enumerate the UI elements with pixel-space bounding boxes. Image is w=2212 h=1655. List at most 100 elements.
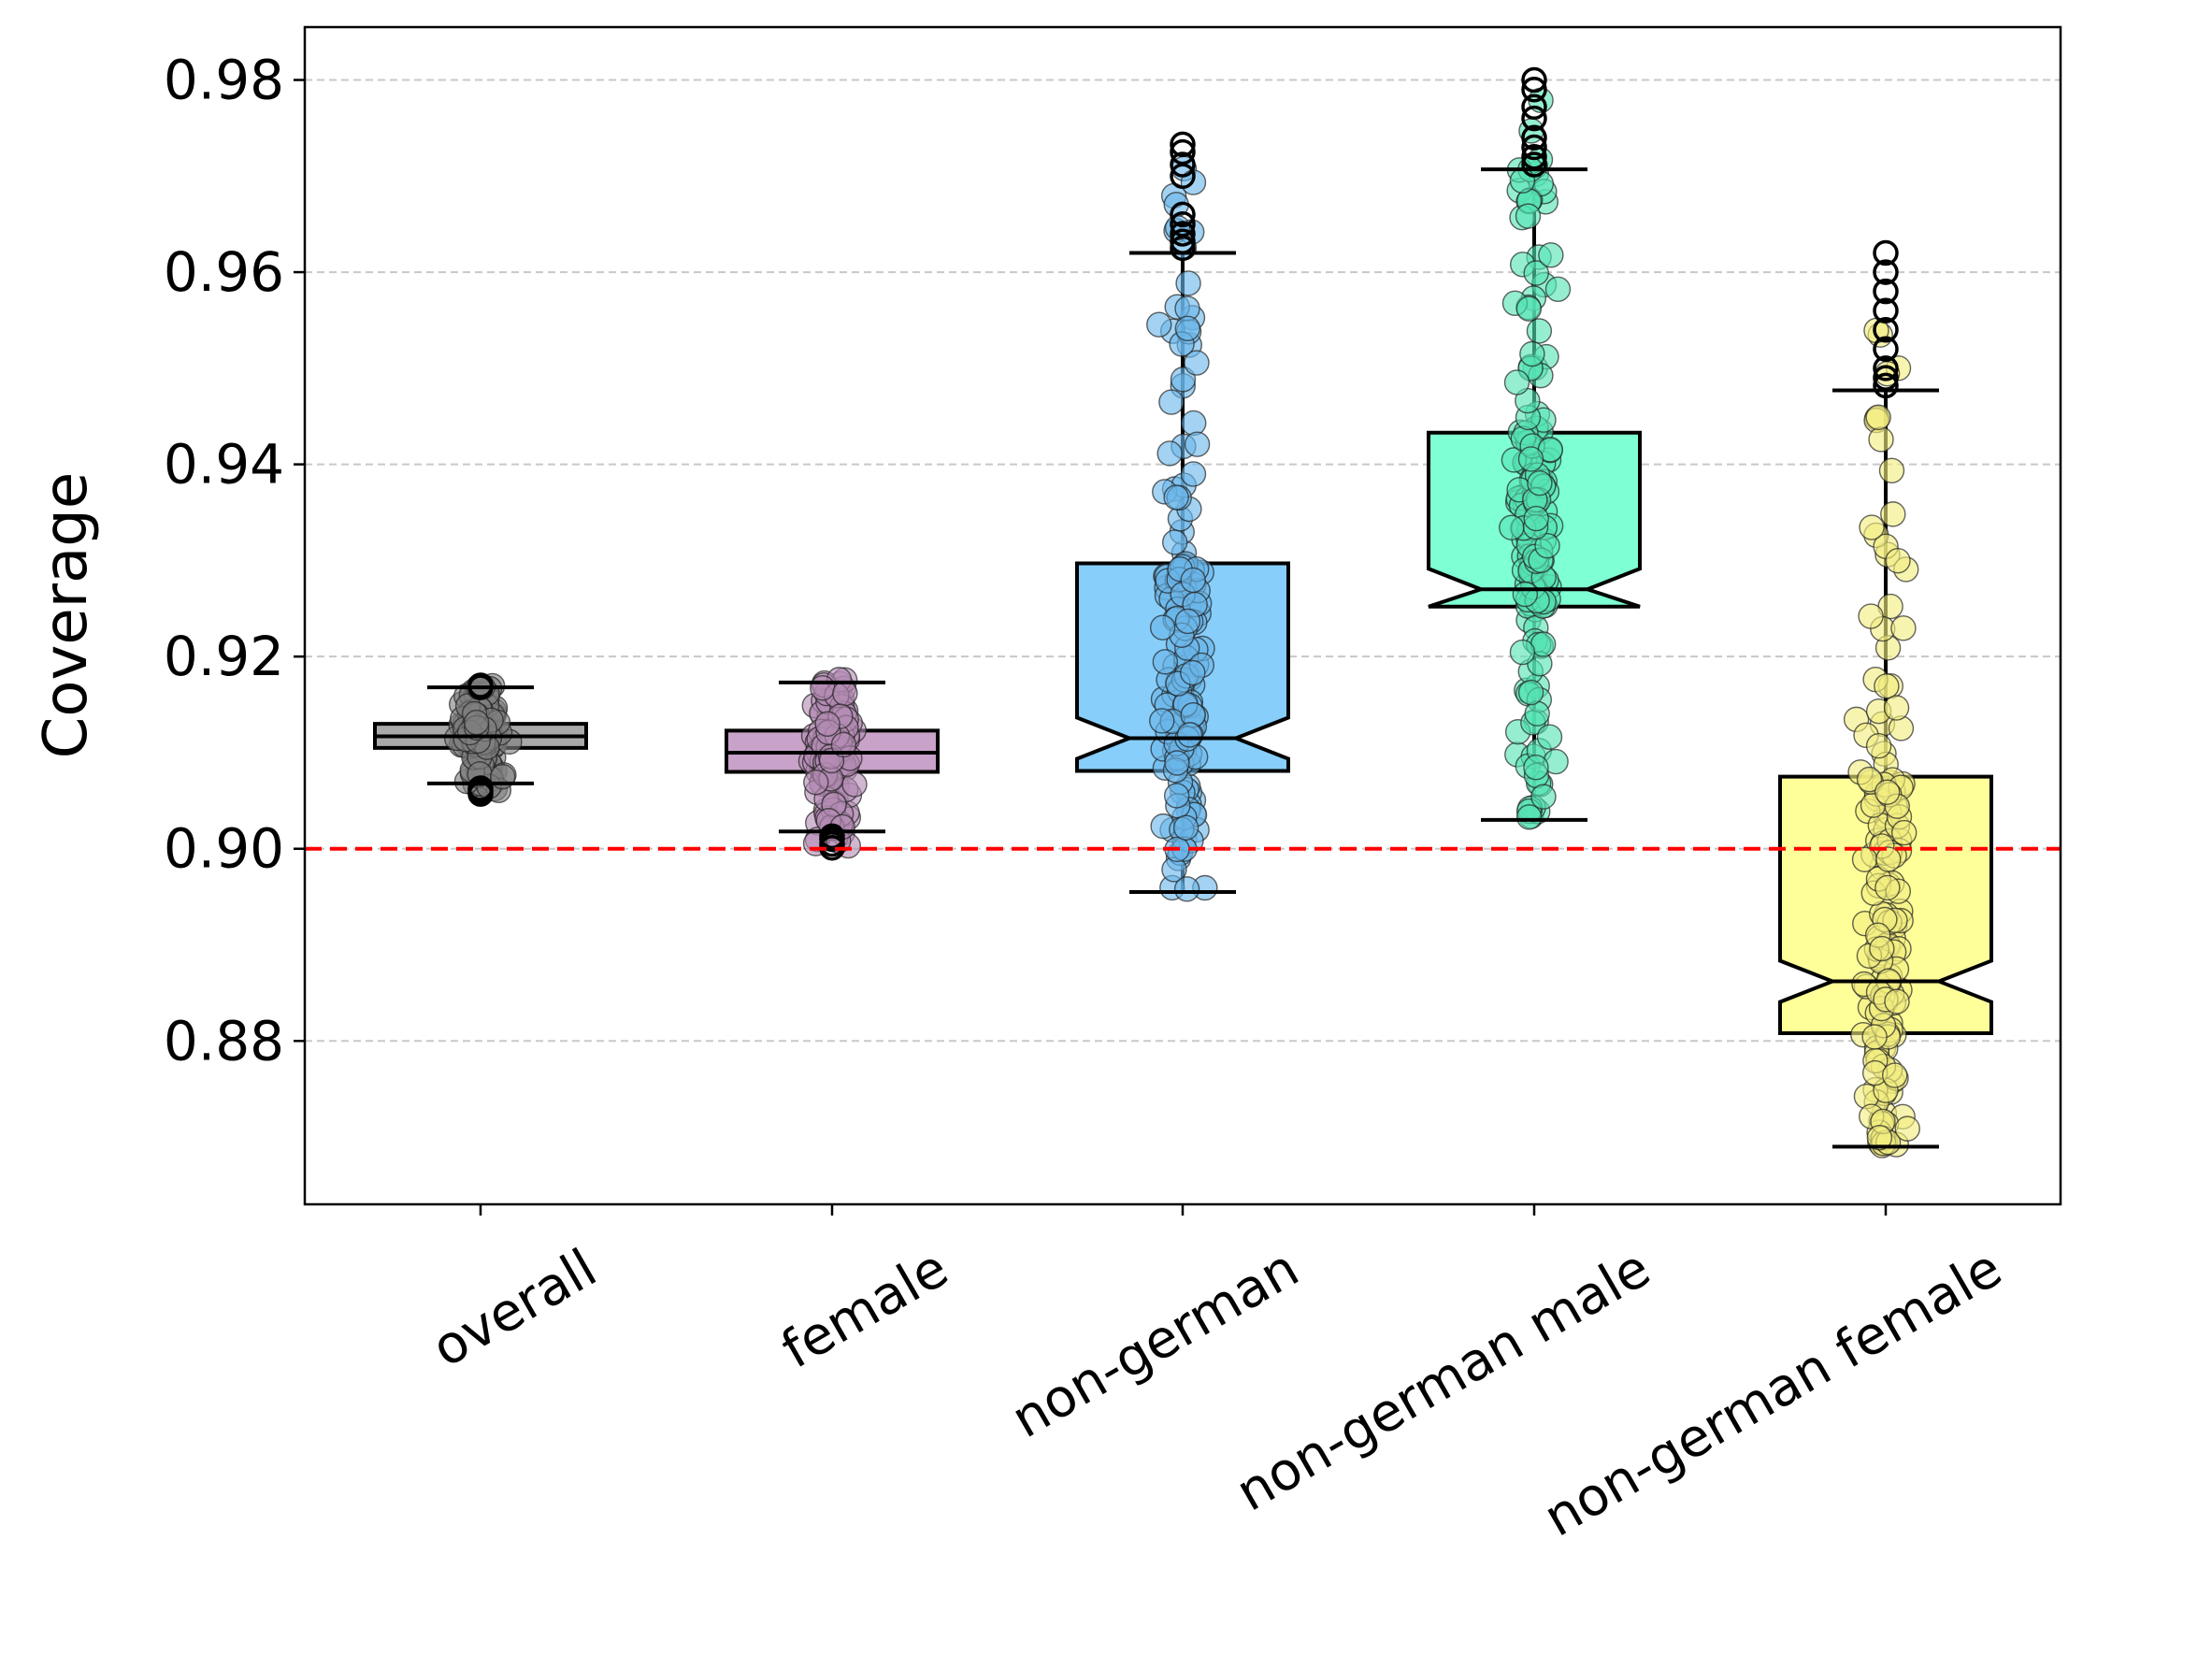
data-point — [1184, 350, 1210, 376]
outlier-marker — [1521, 66, 1547, 94]
data-point — [1170, 367, 1197, 393]
data-point — [463, 710, 490, 736]
data-point — [1180, 567, 1206, 594]
y-tick-label: 0.96 — [164, 240, 284, 304]
data-point — [1149, 708, 1175, 734]
points-group — [1146, 155, 1218, 902]
data-point — [1146, 311, 1172, 338]
data-point — [1176, 722, 1203, 748]
data-point — [1164, 750, 1190, 776]
data-point — [1856, 766, 1883, 793]
data-point — [1874, 779, 1901, 805]
data-point — [1509, 167, 1536, 194]
data-point — [1523, 260, 1549, 286]
data-point — [1890, 615, 1917, 641]
data-point — [1866, 1124, 1893, 1151]
data-point — [1509, 639, 1536, 666]
data-point — [1180, 659, 1206, 686]
data-point — [1526, 318, 1553, 344]
data-point — [1891, 819, 1918, 846]
outlier-marker — [1873, 316, 1899, 343]
data-point — [1515, 804, 1543, 830]
data-point — [830, 731, 857, 758]
data-point — [1161, 529, 1188, 555]
data-point — [1885, 547, 1911, 574]
data-point — [1515, 295, 1543, 322]
data-point — [1499, 514, 1525, 540]
data-point — [1894, 1115, 1920, 1142]
outlier-marker — [1521, 77, 1547, 103]
outlier-marker — [1873, 365, 1899, 391]
outlier-marker — [819, 823, 845, 850]
data-point — [1523, 754, 1549, 781]
box-group-female — [725, 667, 940, 861]
y-tick-label: 0.88 — [164, 1009, 284, 1072]
data-point — [1184, 431, 1211, 457]
data-point — [1544, 276, 1572, 303]
data-point — [1173, 876, 1200, 902]
data-point — [1163, 783, 1190, 809]
outlier-marker — [1873, 278, 1899, 305]
data-point — [1158, 389, 1185, 415]
data-point — [1503, 369, 1530, 396]
data-point — [1859, 514, 1885, 540]
data-point — [1517, 446, 1544, 472]
outlier-marker — [1873, 297, 1899, 324]
data-point — [803, 769, 829, 796]
outlier-marker — [1873, 372, 1899, 399]
data-point — [1152, 649, 1179, 675]
data-point — [1874, 673, 1900, 699]
data-point — [1869, 935, 1895, 962]
points-group — [1843, 317, 1920, 1158]
data-point — [1858, 603, 1884, 629]
data-point — [1530, 784, 1557, 810]
data-point — [1175, 270, 1201, 296]
data-point — [1163, 484, 1189, 511]
outlier-marker — [1521, 134, 1547, 161]
data-point — [1882, 1062, 1908, 1088]
data-point — [832, 680, 858, 707]
data-point — [1156, 440, 1183, 467]
outlier-marker — [467, 672, 494, 698]
outlier-marker — [467, 775, 494, 801]
data-point — [1874, 874, 1901, 901]
data-point — [1536, 724, 1563, 750]
outlier-marker — [1170, 131, 1196, 158]
outlier-marker — [1521, 143, 1547, 170]
box-group-non-german-male — [1427, 66, 1642, 830]
data-point — [1515, 203, 1542, 229]
box-group-non-german — [1075, 131, 1290, 902]
points-group — [1499, 87, 1572, 830]
outlier-marker — [1170, 228, 1196, 254]
y-axis-label: Coverage — [32, 472, 101, 759]
outlier-marker — [1170, 201, 1196, 228]
data-point — [1174, 315, 1201, 342]
outlier-marker — [1521, 105, 1547, 132]
boxes-group — [373, 66, 1993, 1158]
data-point — [1524, 700, 1550, 727]
data-point — [1180, 461, 1207, 487]
data-point — [810, 675, 836, 701]
data-point — [1880, 501, 1906, 527]
y-tick-label: 0.94 — [164, 433, 284, 496]
data-point — [1174, 608, 1201, 635]
outlier-marker — [1521, 151, 1547, 178]
data-point — [1875, 846, 1902, 872]
outlier-marker — [1521, 124, 1547, 151]
data-point — [1172, 814, 1199, 841]
y-tick-label: 0.90 — [164, 817, 284, 881]
data-point — [1538, 242, 1564, 268]
outlier-marker — [1170, 210, 1196, 237]
outlier-marker — [1521, 94, 1547, 121]
outlier-marker — [1170, 138, 1196, 166]
data-point — [1865, 733, 1892, 759]
data-point — [814, 711, 840, 737]
data-point — [1519, 340, 1545, 367]
y-axis: 0.88 0.90 0.92 0.94 0.96 0.98 — [164, 49, 305, 1072]
data-point — [1523, 505, 1549, 532]
data-point — [1149, 614, 1176, 640]
data-point — [1861, 1024, 1888, 1050]
data-point — [1884, 988, 1910, 1015]
data-point — [1883, 695, 1910, 721]
box-group-non-german-female — [1778, 239, 1993, 1158]
